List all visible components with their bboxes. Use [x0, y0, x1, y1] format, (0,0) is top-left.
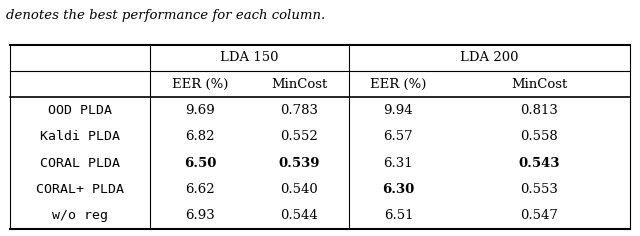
Text: w/o reg: w/o reg [52, 209, 108, 222]
Text: CORAL PLDA: CORAL PLDA [40, 157, 120, 170]
Text: 0.540: 0.540 [280, 183, 318, 196]
Text: 0.558: 0.558 [520, 130, 558, 143]
Text: 0.544: 0.544 [280, 209, 318, 222]
Text: 9.94: 9.94 [383, 104, 413, 117]
Text: 6.93: 6.93 [185, 209, 215, 222]
Text: 6.57: 6.57 [383, 130, 413, 143]
Text: EER (%): EER (%) [370, 78, 427, 91]
Text: 6.51: 6.51 [383, 209, 413, 222]
Text: 6.82: 6.82 [185, 130, 215, 143]
Text: 6.62: 6.62 [185, 183, 215, 196]
Text: 0.547: 0.547 [520, 209, 558, 222]
Text: 0.552: 0.552 [280, 130, 318, 143]
Text: 0.553: 0.553 [520, 183, 558, 196]
Text: 6.31: 6.31 [383, 157, 413, 170]
Text: MinCost: MinCost [271, 78, 327, 91]
Text: LDA 150: LDA 150 [220, 51, 279, 64]
Text: 6.30: 6.30 [382, 183, 415, 196]
Text: Kaldi PLDA: Kaldi PLDA [40, 130, 120, 143]
Text: 0.539: 0.539 [278, 157, 320, 170]
Text: EER (%): EER (%) [172, 78, 228, 91]
Text: OOD PLDA: OOD PLDA [48, 104, 112, 117]
Text: LDA 200: LDA 200 [460, 51, 519, 64]
Text: 0.813: 0.813 [520, 104, 558, 117]
Text: MinCost: MinCost [511, 78, 567, 91]
Text: 0.543: 0.543 [518, 157, 560, 170]
Text: 0.783: 0.783 [280, 104, 318, 117]
Text: CORAL+ PLDA: CORAL+ PLDA [36, 183, 124, 196]
Text: 9.69: 9.69 [185, 104, 215, 117]
Text: denotes the best performance for each column.: denotes the best performance for each co… [6, 9, 326, 22]
Text: 6.50: 6.50 [184, 157, 216, 170]
